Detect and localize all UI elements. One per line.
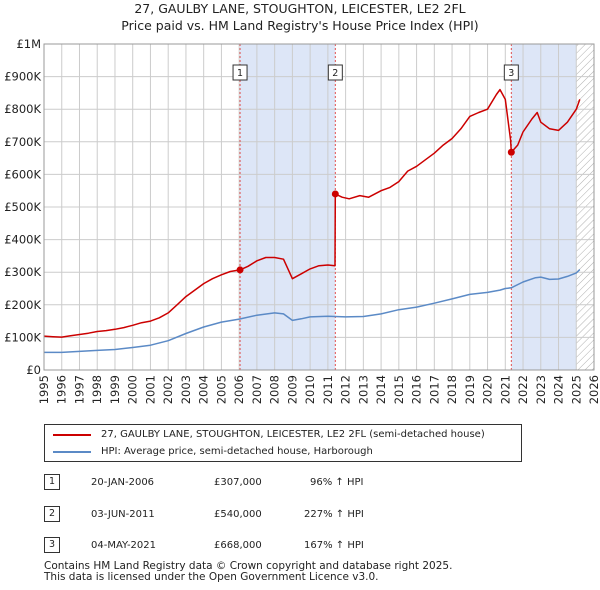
sale-label: 2 [332, 68, 338, 79]
sale-label: 1 [237, 68, 243, 79]
y-tick-label: £900K [4, 70, 41, 84]
x-tick-label: 2008 [268, 375, 282, 404]
sale-point [331, 190, 339, 198]
x-tick-label: 2017 [427, 375, 441, 404]
sale-price: £307,000 [214, 477, 262, 488]
x-tick-label: 1997 [72, 375, 86, 404]
sale-marker: 1 [44, 474, 60, 490]
legend-label-hpi: HPI: Average price, semi-detached house,… [101, 446, 373, 457]
sale-marker: 2 [44, 506, 60, 522]
legend-swatch-price [53, 433, 91, 436]
x-tick-label: 1995 [37, 375, 51, 404]
sale-price: £540,000 [214, 509, 262, 520]
x-tick-label: 2015 [392, 375, 406, 404]
x-tick-label: 1999 [108, 375, 122, 404]
x-tick-label: 2013 [356, 375, 370, 404]
footer-copyright: Contains HM Land Registry data © Crown c… [44, 560, 453, 572]
legend-label-price: 27, GAULBY LANE, STOUGHTON, LEICESTER, L… [101, 429, 485, 440]
sale-point [236, 266, 244, 274]
sale-hpi: 227% ↑ HPI [304, 509, 364, 520]
sale-hpi: 96% ↑ HPI [310, 477, 364, 488]
legend-swatch-hpi [53, 450, 91, 453]
sale-row: 3 04-MAY-2021 £668,000 167% ↑ HPI [44, 537, 564, 555]
x-tick-label: 1998 [90, 375, 104, 404]
sale-label-box [327, 64, 343, 81]
y-tick-label: £400K [4, 233, 41, 247]
chart-subtitle: Price paid vs. HM Land Registry's House … [121, 18, 478, 33]
x-tick-label: 1996 [55, 375, 69, 404]
y-tick-label: £500K [4, 200, 41, 214]
series-line-price [43, 88, 581, 338]
x-tick-label: 2000 [126, 375, 140, 404]
x-tick-label: 2009 [285, 375, 299, 404]
x-tick-label: 2018 [445, 375, 459, 404]
x-tick-label: 2002 [161, 375, 175, 404]
x-tick-label: 2001 [143, 375, 157, 404]
plot-frame [43, 43, 595, 371]
x-tick-label: 2024 [552, 375, 566, 404]
y-tick-label: £100K [4, 330, 41, 344]
x-tick-label: 2026 [587, 375, 600, 404]
sale-label-box [503, 64, 519, 81]
sale-label-box [232, 64, 248, 81]
sale-point [507, 148, 515, 156]
footer: Contains HM Land Registry data © Crown c… [44, 561, 452, 583]
y-tick-label: £200K [4, 298, 41, 312]
sale-date: 20-JAN-2006 [91, 477, 155, 488]
sale-date: 04-MAY-2021 [91, 540, 157, 551]
y-tick-label: £300K [4, 265, 41, 279]
legend-item-hpi: HPI: Average price, semi-detached house,… [53, 446, 373, 457]
sale-hpi: 167% ↑ HPI [304, 540, 364, 551]
x-tick-label: 2025 [569, 375, 583, 404]
sale-row: 1 20-JAN-2006 £307,000 96% ↑ HPI [44, 474, 564, 492]
y-tick-label: £600K [4, 167, 41, 181]
y-tick-label: £800K [4, 102, 41, 116]
sale-price: £668,000 [214, 540, 262, 551]
x-tick-label: 2014 [374, 375, 388, 404]
x-tick-label: 2021 [498, 375, 512, 404]
sale-marker: 3 [44, 537, 60, 553]
legend-item-price: 27, GAULBY LANE, STOUGHTON, LEICESTER, L… [53, 429, 485, 440]
x-tick-label: 2016 [410, 375, 424, 404]
x-tick-label: 2023 [534, 375, 548, 404]
x-tick-label: 2019 [463, 375, 477, 404]
y-tick-label: £1M [16, 37, 41, 51]
x-tick-label: 2020 [481, 375, 495, 404]
sale-date: 03-JUN-2011 [91, 509, 155, 520]
sale-row: 2 03-JUN-2011 £540,000 227% ↑ HPI [44, 506, 564, 524]
x-tick-label: 2011 [321, 375, 335, 404]
x-tick-label: 2004 [197, 375, 211, 404]
x-tick-label: 2003 [179, 375, 193, 404]
chart-title: 27, GAULBY LANE, STOUGHTON, LEICESTER, L… [134, 1, 465, 16]
y-tick-label: £0 [26, 363, 41, 377]
x-tick-label: 2007 [250, 375, 264, 404]
x-tick-label: 2006 [232, 375, 246, 404]
x-tick-label: 2005 [214, 375, 228, 404]
y-tick-label: £700K [4, 135, 41, 149]
x-tick-label: 2012 [339, 375, 353, 404]
footer-licence: This data is licensed under the Open Gov… [44, 571, 379, 583]
sale-label: 3 [508, 68, 514, 79]
x-tick-label: 2010 [303, 375, 317, 404]
x-tick-label: 2022 [516, 375, 530, 404]
legend: 27, GAULBY LANE, STOUGHTON, LEICESTER, L… [44, 424, 522, 462]
price-chart: 27, GAULBY LANE, STOUGHTON, LEICESTER, L… [4, 1, 600, 404]
series-line-hpi [44, 269, 581, 354]
